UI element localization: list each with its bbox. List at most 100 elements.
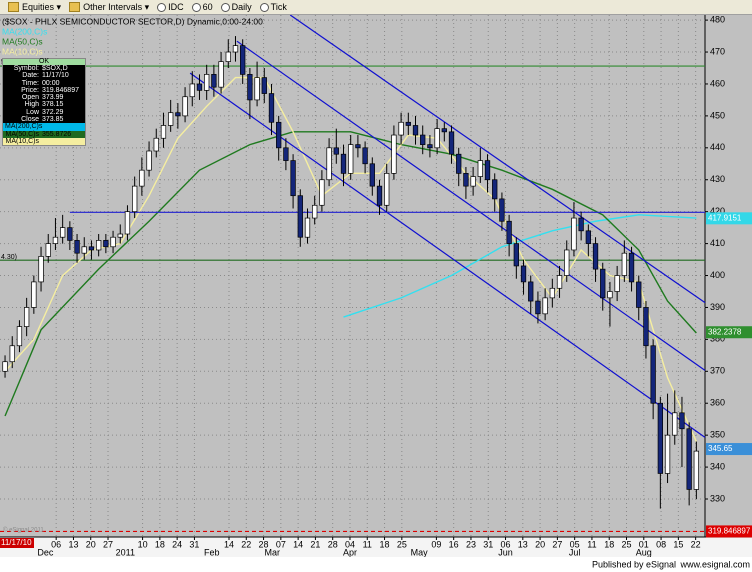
x-tick-label: 13 — [518, 539, 528, 549]
candle-body — [168, 112, 174, 126]
candle-body — [232, 45, 239, 53]
candle-body — [686, 428, 692, 490]
candle-body — [326, 147, 332, 181]
data-window-value: $SOX,D — [42, 65, 68, 72]
data-window-label: MA(10,C)s — [5, 137, 39, 145]
data-window-header: OK — [3, 58, 85, 65]
x-tick-label: 18 — [604, 539, 614, 549]
candle-body — [290, 160, 296, 197]
toolbar-label[interactable]: IDC — [168, 2, 184, 12]
candle-body — [297, 195, 303, 238]
y-tick-label: 350 — [710, 430, 725, 440]
candle-body — [333, 147, 339, 155]
x-tick-label: 06 — [51, 539, 61, 549]
toolbar-item[interactable]: 60 — [191, 2, 213, 12]
candle-body — [484, 160, 491, 181]
candle-body — [23, 307, 30, 327]
candle-body — [31, 281, 37, 308]
price-tag-label: 319.846897 — [708, 527, 751, 536]
toolbar-label[interactable]: Tick — [270, 2, 287, 12]
x-month-label: Jun — [498, 547, 513, 557]
candle-body — [672, 412, 678, 436]
data-window-value: 00:00 — [42, 79, 60, 87]
toolbar-label[interactable]: Other Intervals — [83, 2, 143, 12]
trendline — [236, 40, 706, 371]
candle-body — [434, 128, 440, 149]
data-window-value: 373.85 — [42, 116, 64, 124]
candle-body — [463, 173, 469, 187]
y-tick-label: 400 — [710, 270, 725, 280]
candle-body — [679, 412, 685, 430]
price-tag — [706, 525, 752, 538]
candle-body — [614, 275, 620, 292]
toolbar-label[interactable]: Daily — [231, 2, 252, 12]
x-tick-label: 15 — [673, 539, 683, 549]
candle-body — [312, 204, 318, 219]
candle-body — [225, 51, 231, 62]
toolbar-item[interactable]: Other Intervals ▾ — [69, 2, 149, 13]
candle-body — [369, 163, 375, 187]
y-tick-label: 440 — [710, 142, 725, 152]
watermark: © eSignal 2011 — [3, 527, 44, 534]
x-month-label: Apr — [343, 547, 357, 557]
candle-body — [578, 217, 584, 232]
candle-body — [254, 77, 260, 101]
candle-body — [146, 150, 152, 171]
data-window-value: 372.29 — [42, 108, 64, 116]
candle-body — [456, 153, 462, 174]
x-tick-label: 09 — [431, 539, 441, 549]
data-window-label: Date: — [22, 72, 39, 80]
candle-body — [96, 240, 102, 251]
candle-body — [398, 121, 404, 136]
y-tick-label: 330 — [710, 493, 725, 503]
candle-body — [657, 402, 664, 474]
data-window-value: 355.8726 — [42, 130, 72, 138]
candle-body — [9, 345, 15, 363]
candle-body — [268, 93, 275, 123]
data-window-row: Low 372.29 — [3, 109, 85, 116]
candle-body — [492, 179, 498, 200]
toolbar-label[interactable]: Equities — [22, 2, 55, 12]
x-tick-label: 14 — [293, 539, 303, 549]
toolbar-item[interactable]: Daily — [220, 2, 252, 12]
candle-body — [427, 144, 433, 149]
data-window-row: Time: 00:00 — [3, 80, 85, 87]
x-tick-label: 28 — [328, 539, 338, 549]
toolbar-item[interactable]: IDC — [157, 2, 184, 12]
y-tick-label: 450 — [710, 110, 725, 120]
candle-body — [283, 147, 289, 161]
x-tick-label: 27 — [103, 539, 113, 549]
candle-body — [247, 74, 253, 101]
toolbar-item[interactable]: Equities ▾ — [8, 2, 61, 13]
toolbar-label[interactable]: 60 — [202, 2, 213, 12]
data-window-label: Close — [21, 116, 39, 124]
candle-body — [153, 137, 159, 152]
x-tick-label: 22 — [241, 539, 251, 549]
toolbar-item[interactable]: Tick — [259, 2, 287, 12]
cursor-date-box — [0, 538, 34, 548]
chart-title: ($SOX - PHLX SEMICONDUCTOR SECTOR,D) Dyn… — [2, 16, 263, 26]
footer — [0, 557, 752, 572]
candle-body — [204, 74, 210, 91]
candle-body — [542, 297, 548, 315]
candle-body — [182, 96, 188, 117]
data-window-label: Time: — [21, 79, 39, 87]
price-tag — [706, 443, 752, 456]
data-window-row: MA(50,C)s 355.8726 — [3, 130, 85, 138]
candle-body — [441, 128, 447, 133]
data-window-value: 378.15 — [42, 101, 64, 109]
candle-body — [520, 265, 527, 283]
candle-body — [477, 160, 483, 177]
candle-body — [391, 134, 397, 174]
candle-body — [160, 125, 167, 139]
candle-body — [196, 83, 203, 91]
candle-body — [52, 236, 59, 244]
y-tick-label: 340 — [710, 461, 725, 471]
candle-body — [470, 176, 476, 187]
candle-body — [693, 450, 700, 490]
candle-body — [81, 246, 87, 254]
candle-body — [124, 211, 131, 235]
price-tag — [706, 212, 752, 225]
candle-body — [319, 179, 325, 206]
candle-body — [448, 131, 455, 155]
